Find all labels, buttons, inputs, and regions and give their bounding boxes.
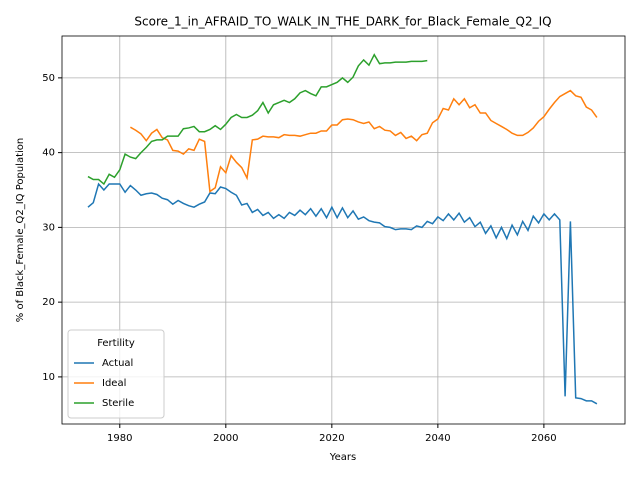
legend-box xyxy=(67,329,165,419)
y-axis-label: % of Black_Female_Q2_IQ Population xyxy=(15,138,26,322)
legend-label: Ideal xyxy=(102,378,126,389)
x-tick-label: 2020 xyxy=(319,433,344,444)
y-tick-label: 10 xyxy=(42,372,55,383)
x-tick-label: 2000 xyxy=(213,433,238,444)
line-series xyxy=(87,182,598,405)
chart-title: Score_1_in_AFRAID_TO_WALK_IN_THE_DARK_fo… xyxy=(134,15,551,29)
x-axis-label: Years xyxy=(329,452,356,463)
x-tick-label: 2040 xyxy=(425,433,450,444)
x-tick-label: 1980 xyxy=(107,433,132,444)
plot-frame xyxy=(61,35,626,425)
y-tick-label: 40 xyxy=(42,148,55,159)
line-series xyxy=(130,89,598,193)
y-tick-label: 50 xyxy=(42,73,55,84)
y-tick-label: 30 xyxy=(42,222,55,233)
y-tick-label: 20 xyxy=(42,297,55,308)
line-series xyxy=(87,53,428,186)
legend-title: Fertility xyxy=(97,338,135,349)
legend-label: Actual xyxy=(102,358,133,369)
x-tick-label: 2060 xyxy=(531,433,556,444)
legend-label: Sterile xyxy=(102,398,134,409)
